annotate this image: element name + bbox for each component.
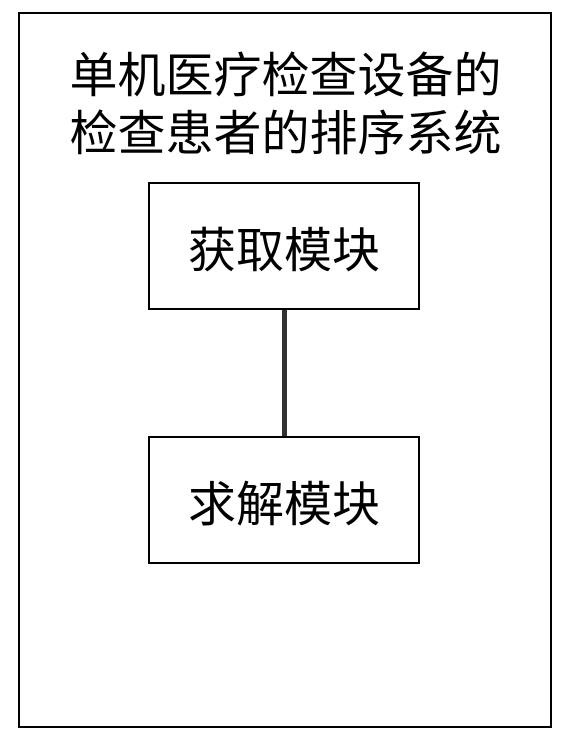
connector-edge [282, 310, 287, 436]
acquire-module-label: 获取模块 [188, 211, 380, 281]
diagram-title-line2: 检查患者的排序系统 [0, 94, 571, 164]
acquire-module-box: 获取模块 [148, 182, 420, 310]
solve-module-label: 求解模块 [188, 465, 380, 535]
solve-module-box: 求解模块 [148, 436, 420, 564]
